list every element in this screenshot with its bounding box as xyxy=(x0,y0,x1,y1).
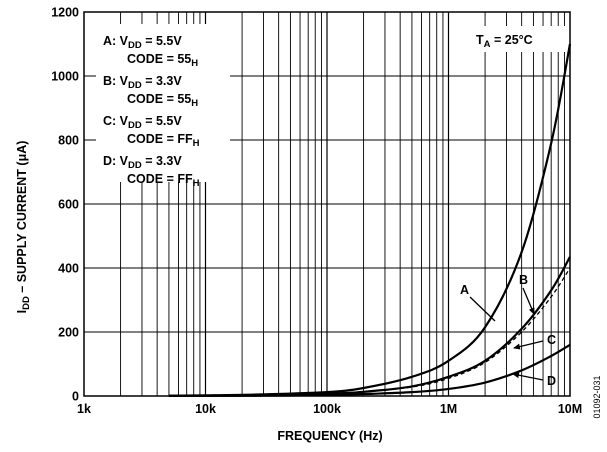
legend-text-part: CODE = 55 xyxy=(127,52,191,66)
x-axis-label: FREQUENCY (Hz) xyxy=(277,429,382,443)
legend-box xyxy=(96,24,230,182)
legend-text-part: DD xyxy=(128,40,142,51)
legend-text-part: H xyxy=(193,178,200,189)
legend-text-d-code: CODE = FFH xyxy=(127,172,200,189)
y-tick-labels: 0 200 400 600 800 1000 1200 xyxy=(51,6,79,404)
legend-text-part: = 5.5V xyxy=(142,114,183,128)
legend-text-part: CODE = FF xyxy=(127,172,193,186)
document-number: 01092-031 xyxy=(592,375,602,418)
y-axis-label: IDD – SUPPLY CURRENT (μA) xyxy=(15,141,32,314)
y-tick-label: 600 xyxy=(58,198,79,212)
y-tick-label: 400 xyxy=(58,262,79,276)
x-tick-labels: 1k 10k 100k 1M 10M xyxy=(77,402,582,416)
legend-text-part: B: V xyxy=(103,74,129,88)
legend-text-part: DD xyxy=(128,80,142,91)
curve-label-leader-c xyxy=(513,340,544,350)
y-tick-label: 800 xyxy=(58,134,79,148)
legend-text-part: = 3.3V xyxy=(142,154,183,168)
temperature-label: TA = 25°C xyxy=(476,33,533,50)
legend-text-part: CODE = FF xyxy=(127,132,193,146)
x-tick-label: 100k xyxy=(313,402,341,416)
curve-label-leader-a xyxy=(469,296,496,322)
temperature-label-sub: A xyxy=(484,39,491,50)
y-axis-label-sub: DD xyxy=(21,296,32,310)
curve-labels: A B C D xyxy=(460,273,556,388)
temperature-label-rest: = 25°C xyxy=(491,33,533,47)
y-tick-label: 1000 xyxy=(51,70,79,84)
legend-text-part: = 3.3V xyxy=(142,74,183,88)
legend-text-b-code: CODE = 55H xyxy=(127,92,198,109)
legend-text-d-vdd: D: VDD = 3.3V xyxy=(103,154,182,171)
y-axis-label-rest: – SUPPLY CURRENT (μA) xyxy=(15,141,29,297)
legend-text-part: H xyxy=(193,138,200,149)
legend-text-a-code: CODE = 55H xyxy=(127,52,198,69)
y-tick-label: 0 xyxy=(72,390,79,404)
legend-text-part: = 5.5V xyxy=(142,34,183,48)
curve-label-b: B xyxy=(519,273,528,287)
legend-text-part: A: V xyxy=(103,34,129,48)
curve-label-a: A xyxy=(460,283,469,297)
legend-text-part: CODE = 55 xyxy=(127,92,191,106)
legend-text-part: H xyxy=(191,98,198,109)
legend-text-a-vdd: A: VDD = 5.5V xyxy=(103,34,182,51)
y-axis-label-main: I xyxy=(15,310,29,313)
legend-text-c-vdd: C: VDD = 5.5V xyxy=(103,114,182,131)
y-tick-label: 200 xyxy=(58,326,79,340)
legend-text-part: DD xyxy=(128,120,142,131)
legend-text-b-vdd: B: VDD = 3.3V xyxy=(103,74,182,91)
plot-frame xyxy=(83,11,571,397)
legend-text-part: H xyxy=(191,58,198,69)
x-tick-label: 1M xyxy=(440,402,457,416)
curve-label-leader-d xyxy=(512,372,544,381)
x-tick-label: 10M xyxy=(558,402,582,416)
curve-label-c: C xyxy=(547,333,556,347)
y-tick-label: 1200 xyxy=(51,6,79,20)
legend-text-part: DD xyxy=(128,160,142,171)
temperature-label-main: T xyxy=(476,33,484,47)
x-tick-label: 10k xyxy=(195,402,216,416)
legend-text-c-code: CODE = FFH xyxy=(127,132,200,149)
curve-label-leader-b xyxy=(522,287,535,315)
legend-text-part: C: V xyxy=(103,114,129,128)
x-tick-label: 1k xyxy=(77,402,91,416)
curve-label-d: D xyxy=(547,374,556,388)
temperature-label-box xyxy=(466,26,566,52)
legend-text-part: D: V xyxy=(103,154,129,168)
